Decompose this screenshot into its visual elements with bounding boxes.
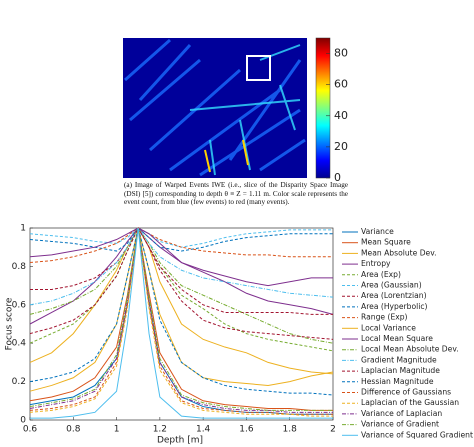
legend-label: Local Mean Square: [361, 334, 433, 343]
x-tick-label: 2: [330, 425, 336, 435]
legend-label: Variance: [361, 227, 394, 236]
x-tick-label: 0.8: [66, 425, 81, 435]
series-line: [29, 227, 333, 287]
legend-label: Area (Lorentzian): [361, 291, 427, 300]
legend-label: Hessian Magnitude: [361, 377, 434, 386]
legend-label: Gradient Magnitude: [361, 355, 437, 364]
series-line: [29, 227, 333, 415]
x-axis-label: Depth [m]: [157, 436, 203, 446]
x-tick-label: 0.6: [23, 425, 38, 435]
series-line: [29, 226, 334, 352]
series-line: [29, 227, 334, 344]
y-tick-label: 1: [20, 224, 26, 234]
y-tick-label: 0.2: [12, 377, 26, 387]
legend-label: Variance of Laplacian: [361, 409, 442, 418]
y-axis-label: Focus score: [5, 297, 15, 350]
caption: (a) Image of Warped Events IWE (i.e., sl…: [124, 181, 348, 207]
legend-label: Mean Square: [361, 238, 411, 247]
legend-label: Area (Gaussian): [361, 281, 422, 290]
legend-label: Area (Exp): [361, 270, 401, 279]
series-line: [29, 227, 333, 248]
legend-label: Local Variance: [361, 323, 416, 332]
y-tick-label: 0.8: [12, 262, 27, 272]
y-tick-label: 0.6: [12, 300, 27, 310]
series-line: [29, 227, 334, 396]
x-tick-label: 1: [114, 425, 120, 435]
legend-label: Laplacian of the Gaussian: [361, 398, 459, 407]
legend-label: Local Mean Absolute Dev.: [361, 345, 459, 354]
legend-label: Difference of Gaussians: [361, 388, 451, 397]
legend-label: Mean Absolute Dev.: [361, 248, 437, 257]
series-line: [29, 227, 334, 325]
series-line: [29, 227, 334, 392]
series-line: [29, 227, 333, 413]
series-line: [30, 227, 333, 419]
legend-label: Variance of Squared Gradient: [361, 430, 473, 439]
x-tick-label: 1.8: [283, 425, 298, 435]
series-line: [29, 227, 334, 306]
colorbar-tick-label: 20: [334, 140, 348, 153]
legend-label: Entropy: [361, 259, 391, 268]
x-tick-label: 1.6: [239, 425, 254, 435]
colorbar-tick-label: 40: [334, 109, 348, 122]
series-line: [29, 227, 333, 411]
series-line: [29, 226, 334, 340]
colorbar-tick-label: 80: [334, 47, 348, 60]
legend-label: Laplacian Magnitude: [361, 366, 440, 375]
colorbar: [315, 37, 331, 179]
legend-label: Range (Exp): [361, 313, 408, 322]
x-tick-label: 1.4: [196, 425, 211, 435]
legend-label: Variance of Gradient: [361, 420, 439, 429]
y-tick-label: 0.4: [12, 339, 27, 349]
series-line: [29, 227, 333, 411]
x-tick-label: 1.2: [153, 425, 167, 435]
y-tick-label: 0: [20, 416, 26, 426]
colorbar-tick-label: 0: [334, 171, 341, 184]
event-image: [123, 38, 307, 178]
series-line: [29, 227, 333, 252]
series-line: [29, 227, 333, 264]
series-line: [29, 226, 334, 375]
legend-label: Area (Hyperbolic): [361, 302, 428, 311]
colorbar-tick-label: 60: [334, 78, 348, 91]
